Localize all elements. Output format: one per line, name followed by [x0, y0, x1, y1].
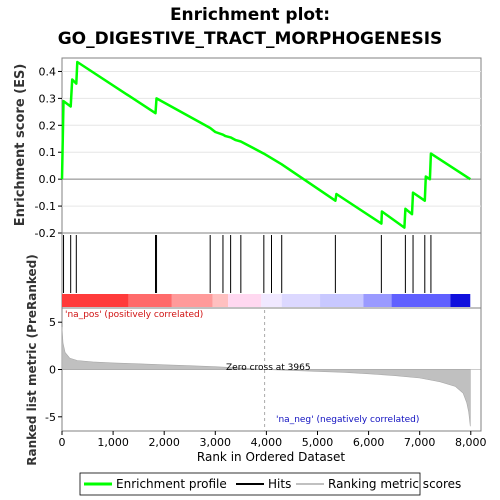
metric-tick-label: 5 [49, 316, 56, 329]
heat-segment [281, 294, 321, 307]
heat-segment [128, 294, 172, 307]
legend-label-enrichment-profile: Enrichment profile [116, 477, 227, 491]
heat-segment [391, 294, 451, 307]
heat-segment [171, 294, 213, 307]
x-tick-label: 6,000 [353, 436, 385, 449]
legend: Enrichment profile Hits Ranking metric s… [79, 472, 461, 496]
heat-segment [212, 294, 229, 307]
x-tick-label: 3,000 [200, 436, 232, 449]
es-tick-label: 0.4 [39, 65, 57, 78]
metric-tick-label: -5 [45, 411, 56, 424]
es-tick-label: 0.0 [39, 173, 57, 186]
metric-y-axis-label: Ranked list metric (PreRanked) [25, 254, 39, 466]
es-tick-label: -0.1 [35, 200, 56, 213]
x-axis-ticks: 0 1,000 2,000 3,000 4,000 5,000 6,000 7,000 8,00… [59, 431, 487, 449]
ranking-heat-bar [62, 294, 471, 307]
metric-panel: -505 'na_pos' (positively correlated) Ze… [25, 254, 482, 466]
metric-tick-label: 0 [49, 364, 56, 377]
chart-title: Enrichment plot: [170, 5, 330, 25]
es-tick-label: 0.1 [39, 146, 57, 159]
x-tick-label: 2,000 [148, 436, 180, 449]
x-axis-label: Rank in Ordered Dataset [197, 450, 345, 464]
heat-segment [363, 294, 392, 307]
heat-segment [450, 294, 471, 307]
x-tick-label: 1,000 [97, 436, 129, 449]
legend-label-hits: Hits [268, 477, 291, 491]
heat-segment [62, 294, 129, 307]
legend-label-ranking-metric: Ranking metric scores [328, 477, 461, 491]
x-tick-label: 5,000 [302, 436, 334, 449]
es-y-axis-label: Enrichment score (ES) [13, 64, 28, 227]
zero-cross-label: Zero cross at 3965 [226, 363, 311, 373]
x-tick-label: 0 [59, 436, 66, 449]
chart-subtitle: GO_DIGESTIVE_TRACT_MORPHOGENESIS [58, 29, 443, 49]
heat-segment [228, 294, 262, 307]
hits-panel [61, 232, 482, 309]
ranking-metric-area [61, 326, 471, 427]
hits-markers [63, 235, 432, 293]
heat-segment [261, 294, 282, 307]
positive-correlation-label: 'na_pos' (positively correlated) [65, 310, 203, 320]
es-tick-label: 0.2 [39, 119, 57, 132]
metric-y-ticks: -5 0 5 [45, 316, 62, 424]
heat-segment [320, 294, 364, 307]
es-tick-label: -0.2 [35, 227, 56, 240]
x-tick-label: 7,000 [404, 436, 436, 449]
x-tick-label: 8,000 [455, 436, 487, 449]
es-panel: -0.2 -0.1 0.0 0.1 0.2 0.3 0.4 Enrichment score… [13, 57, 482, 240]
es-panel-frame [61, 57, 482, 234]
es-tick-label: 0.3 [39, 92, 57, 105]
x-tick-label: 4,000 [251, 436, 283, 449]
negative-correlation-label: 'na_neg' (negatively correlated) [276, 415, 419, 425]
es-y-ticks: -0.2 -0.1 0.0 0.1 0.2 0.3 0.4 [35, 65, 62, 240]
enrichment-profile-line [60, 60, 471, 229]
